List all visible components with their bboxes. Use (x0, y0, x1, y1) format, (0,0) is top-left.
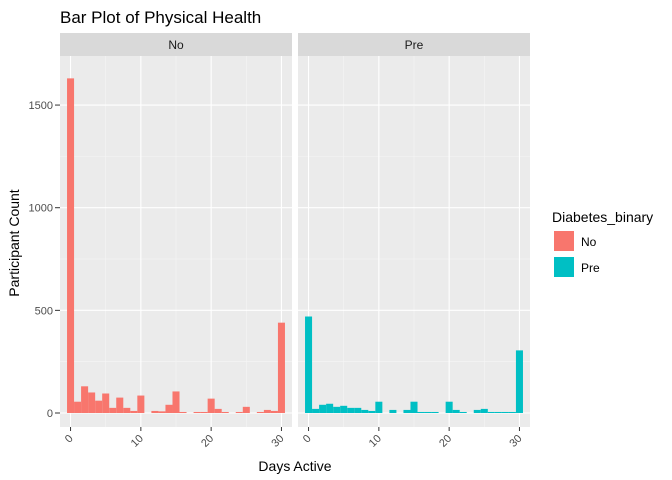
bar (459, 411, 467, 413)
x-tick-label: 30 (507, 433, 524, 450)
bar (109, 407, 117, 413)
bar (221, 411, 229, 413)
bar (151, 410, 159, 413)
y-axis: 0 500 1000 1500 (29, 100, 60, 420)
bar (214, 408, 222, 413)
bar (95, 400, 103, 413)
y-tick-label: 1500 (29, 100, 53, 112)
bar (368, 410, 376, 413)
x-tick-label: 10 (367, 433, 384, 450)
bar (130, 410, 138, 413)
bar (389, 409, 397, 413)
bar (123, 407, 131, 413)
bar (158, 411, 166, 413)
bar (375, 401, 383, 413)
bar (193, 411, 201, 413)
bar (270, 410, 278, 413)
y-tick-label: 1000 (29, 203, 53, 215)
x-tick-label: 20 (437, 433, 454, 450)
bar (81, 386, 89, 413)
bar (361, 409, 369, 413)
bar (424, 411, 432, 413)
legend-title: Diabetes_binary (552, 209, 653, 225)
bar (242, 406, 250, 413)
bar (480, 408, 488, 413)
bar (410, 401, 418, 413)
bar (172, 391, 180, 413)
x-axis-title: Days Active (258, 458, 331, 474)
bar (74, 401, 82, 413)
bar (340, 405, 348, 413)
facet-strip (298, 33, 530, 56)
facet-panel-pre: Pre 0 10 20 30 (298, 33, 530, 450)
bar (431, 411, 439, 413)
bar (137, 395, 145, 413)
bar (312, 408, 320, 413)
bar (508, 411, 516, 413)
bar (501, 411, 509, 413)
bar (165, 404, 173, 413)
y-tick-label: 500 (35, 305, 53, 317)
x-tick-label: 10 (129, 433, 146, 450)
bar (67, 78, 75, 413)
bar (333, 406, 341, 413)
legend-label-no: No (581, 235, 597, 249)
bar (326, 403, 334, 413)
y-axis-title: Participant Count (6, 189, 22, 297)
bar (102, 393, 110, 413)
bar (88, 392, 96, 413)
bar (179, 411, 187, 413)
bar (305, 316, 313, 413)
legend-label-pre: Pre (581, 261, 600, 275)
x-tick-label: 30 (269, 433, 286, 450)
x-tick-label: 0 (63, 433, 76, 446)
legend: Diabetes_binary No Pre (552, 209, 653, 277)
facet-strip-label: Pre (405, 38, 424, 52)
bar (235, 411, 243, 413)
bar (354, 407, 362, 413)
bar (200, 411, 208, 413)
legend-key-no (554, 231, 574, 251)
bar (207, 398, 215, 413)
bar (256, 411, 264, 413)
facet-panel-no: No 0 10 20 30 (60, 33, 292, 450)
bar (403, 409, 411, 413)
legend-key-pre (554, 257, 574, 277)
bar (452, 409, 460, 413)
bar (487, 411, 495, 413)
facet-strip (60, 33, 292, 56)
bar (263, 409, 271, 413)
x-tick-label: 0 (301, 433, 314, 446)
bar (116, 397, 124, 413)
bar (445, 401, 453, 413)
bar (515, 350, 523, 413)
bar (417, 411, 425, 413)
bar (277, 322, 285, 413)
bar (319, 404, 327, 413)
facet-panels: No 0 10 20 30 Pre 0 10 20 30 (60, 33, 530, 450)
bar (494, 411, 502, 413)
chart-title: Bar Plot of Physical Health (60, 8, 261, 27)
y-tick-label: 0 (47, 408, 53, 420)
bar (347, 407, 355, 413)
facet-strip-label: No (168, 38, 184, 52)
bar (473, 409, 481, 413)
x-tick-label: 20 (199, 433, 216, 450)
